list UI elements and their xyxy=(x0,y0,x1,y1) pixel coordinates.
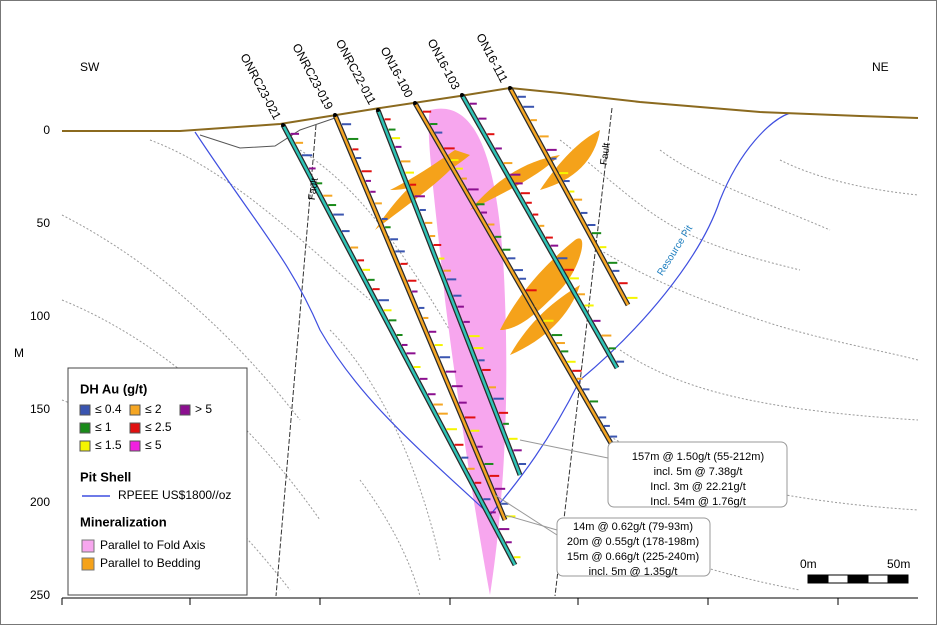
legend-title: Pit Shell xyxy=(80,469,131,484)
callout-text: 14m @ 0.62g/t (79-93m) xyxy=(573,521,693,533)
y-tick-label: 150 xyxy=(30,402,50,416)
collar xyxy=(333,113,337,117)
leaders xyxy=(494,439,609,536)
legend-label: ≤ 2.5 xyxy=(145,420,172,434)
y-tick-label: 50 xyxy=(37,216,51,230)
collar xyxy=(460,93,464,97)
corner-label: SW xyxy=(80,60,100,74)
callout-text: Incl. 3m @ 22.21g/t xyxy=(650,481,746,493)
overburden-line xyxy=(199,117,336,149)
callout-text: Incl. 54m @ 1.76g/t xyxy=(650,496,746,508)
legend-label: ≤ 0.4 xyxy=(95,402,122,416)
collar xyxy=(376,108,380,112)
fault-lines xyxy=(275,107,613,597)
legend-swatch xyxy=(129,440,141,452)
legend-label: Parallel to Bedding xyxy=(100,556,201,570)
legend-label: ≤ 1 xyxy=(95,420,112,434)
collar xyxy=(281,123,285,127)
legend-title: Mineralization xyxy=(80,514,167,529)
legend-title: DH Au (g/t) xyxy=(80,381,147,396)
y-tick-label: 250 xyxy=(30,588,50,602)
callout-text: 20m @ 0.55g/t (178-198m) xyxy=(567,536,699,548)
legend-swatch xyxy=(79,404,91,416)
legend-label: > 5 xyxy=(195,402,212,416)
legend-box xyxy=(67,367,248,596)
corner-label: NE xyxy=(872,60,889,74)
callout-box xyxy=(607,441,788,508)
scale-bar xyxy=(807,574,909,584)
y-tick-label: 100 xyxy=(30,309,50,323)
legend-swatch xyxy=(129,404,141,416)
fault-label: Fault xyxy=(599,142,613,166)
legend-label: ≤ 2 xyxy=(145,402,162,416)
y-tick-label: 0 xyxy=(43,123,50,137)
collar xyxy=(508,86,512,90)
drill-hole-core xyxy=(413,102,614,446)
callout-text: incl. 5m @ 7.38g/t xyxy=(654,466,743,478)
callout-text: 15m @ 0.66g/t (225-240m) xyxy=(567,551,699,563)
collar xyxy=(413,101,417,105)
legend-swatch xyxy=(179,404,191,416)
axis-label: M xyxy=(14,346,24,360)
legend-swatch xyxy=(79,422,91,434)
callout-box xyxy=(556,517,711,577)
scale-label: 0m xyxy=(800,557,817,571)
drill-hole-core xyxy=(460,94,619,369)
legend-swatch xyxy=(81,539,95,553)
drill-hole-core xyxy=(376,109,522,476)
drill-hole-core xyxy=(333,114,507,521)
y-tick-label: 200 xyxy=(30,495,50,509)
drill-hole-core xyxy=(508,87,630,306)
callout-text: incl. 5m @ 1.35g/t xyxy=(589,566,678,578)
legend-label: ≤ 5 xyxy=(145,438,162,452)
scale-label: 50m xyxy=(887,557,910,571)
callout-text: 157m @ 1.50g/t (55-212m) xyxy=(632,451,764,463)
legend-swatch xyxy=(81,557,95,571)
pit-shell xyxy=(194,112,791,516)
drill-hole-core xyxy=(281,124,517,566)
legend-label: RPEEE US$1800//oz xyxy=(118,488,231,502)
legend-label: ≤ 1.5 xyxy=(95,438,122,452)
legend-swatch xyxy=(129,422,141,434)
legend-label: Parallel to Fold Axis xyxy=(100,538,205,552)
legend-swatch xyxy=(79,440,91,452)
fault-label: Fault xyxy=(307,177,321,201)
